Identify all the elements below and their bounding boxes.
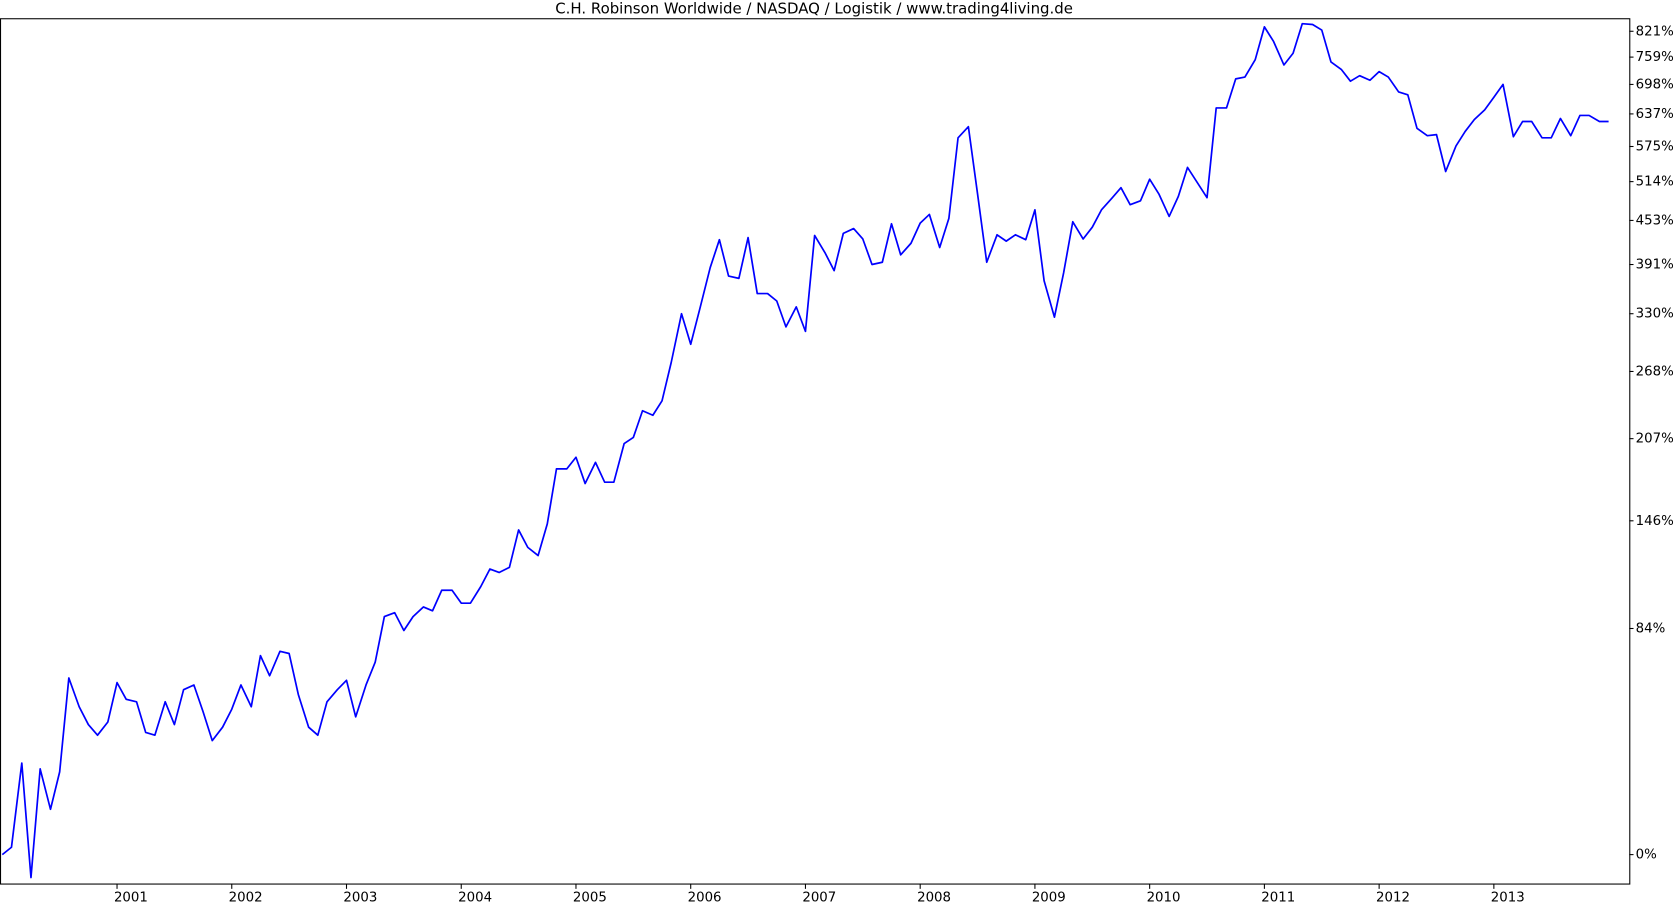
y-tick-label: 146% xyxy=(1636,514,1673,529)
y-tick-label: 637% xyxy=(1636,107,1673,122)
x-tick-label: 2001 xyxy=(114,890,148,905)
x-tick-label: 2011 xyxy=(1261,890,1295,905)
x-tick-label: 2012 xyxy=(1376,890,1410,905)
x-tick-label: 2002 xyxy=(229,890,263,905)
y-tick-label: 698% xyxy=(1636,77,1673,92)
y-tick-label: 575% xyxy=(1636,140,1673,155)
x-tick-label: 2006 xyxy=(688,890,722,905)
chart-title: C.H. Robinson Worldwide / NASDAQ / Logis… xyxy=(555,0,1073,18)
y-tick-label: 759% xyxy=(1636,50,1673,65)
y-tick-label: 268% xyxy=(1636,364,1673,379)
y-tick-label: 514% xyxy=(1636,175,1673,190)
data-line xyxy=(1,22,1609,879)
y-tick-label: 821% xyxy=(1636,24,1673,39)
y-tick-label: 84% xyxy=(1636,621,1666,636)
x-tick-label: 2007 xyxy=(802,890,836,905)
plot-frame xyxy=(0,18,1631,885)
y-tick-label: 453% xyxy=(1636,213,1673,228)
y-tick-label: 0% xyxy=(1636,848,1657,863)
y-tick-label: 330% xyxy=(1636,307,1673,322)
x-tick-label: 2008 xyxy=(917,890,951,905)
x-tick-label: 2003 xyxy=(343,890,377,905)
x-tick-label: 2010 xyxy=(1147,890,1181,905)
x-tick-label: 2013 xyxy=(1491,890,1525,905)
y-tick-label: 391% xyxy=(1636,258,1673,273)
x-tick-label: 2009 xyxy=(1032,890,1066,905)
x-tick-label: 2004 xyxy=(458,890,492,905)
x-tick-label: 2005 xyxy=(573,890,607,905)
y-tick-label: 207% xyxy=(1636,432,1673,447)
